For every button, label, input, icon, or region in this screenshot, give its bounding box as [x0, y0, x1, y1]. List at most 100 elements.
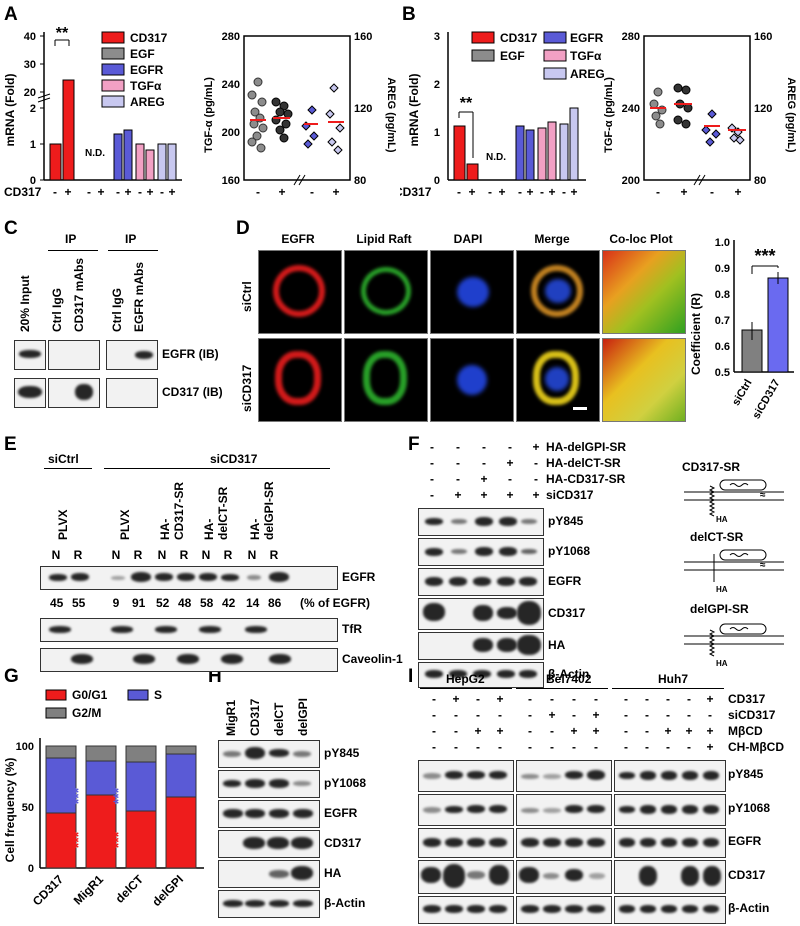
- h-lane-migr1: MigR1: [224, 700, 238, 736]
- svg-text:+: +: [168, 185, 175, 199]
- panel-b-legend: CD317 EGF EGFR TGFα AREG: [471, 31, 605, 81]
- svg-text:TGFα: TGFα: [570, 49, 602, 63]
- i-blot-hepg2-py845: [418, 760, 514, 792]
- i-sign: -: [572, 740, 576, 754]
- a-bar-tgfa-minus: [135, 143, 145, 181]
- a-ytick-30: 30: [24, 59, 36, 71]
- svg-text:siCD317: siCD317: [750, 378, 782, 422]
- i-sign: -: [476, 692, 480, 706]
- svg-text:3: 3: [434, 31, 440, 43]
- svg-text:G0/G1: G0/G1: [72, 688, 108, 702]
- svg-text:S: S: [154, 688, 162, 702]
- f-blot-cd317: [418, 598, 544, 630]
- i-sign: -: [645, 740, 649, 754]
- svg-text:Cell frequency (%): Cell frequency (%): [3, 758, 17, 863]
- i-cond-cd317: CD317: [728, 692, 766, 706]
- a-bar-cd317-plus: [62, 79, 75, 181]
- h-row-ha: HA: [324, 866, 342, 880]
- h-blot-ha: [218, 860, 320, 888]
- d-col-raft: Lipid Raft: [356, 232, 412, 246]
- svg-text:HA: HA: [716, 659, 728, 668]
- svg-text:***: ***: [110, 831, 126, 848]
- f-schematic-delct-label: delCT-SR: [690, 530, 744, 544]
- d-img-merge-2: [516, 338, 600, 422]
- h-blot-py1068: [218, 770, 320, 798]
- f-cond-cd317: HA-CD317-SR: [546, 472, 626, 486]
- svg-text:AREG: AREG: [570, 67, 605, 81]
- i-sign: -: [645, 724, 649, 738]
- i-sign: +: [548, 708, 556, 722]
- c-blot-cd317-input: [14, 378, 46, 408]
- f-cond-delgpi: HA-delGPI-SR: [546, 440, 627, 454]
- f-schematic-delct: ≈ HA: [684, 549, 784, 594]
- svg-text:100: 100: [16, 741, 34, 753]
- svg-text:-: -: [518, 185, 522, 199]
- e-group-sictrl: siCtrl: [48, 452, 79, 466]
- d-img-coloc-2: [602, 338, 686, 422]
- svg-text:***: ***: [754, 246, 775, 266]
- i-blot-hepg2-cd317: [418, 860, 514, 894]
- svg-text:***: ***: [110, 787, 126, 804]
- c-row-egfr: EGFR (IB): [162, 347, 219, 361]
- d-row-sicd317: siCD317: [240, 364, 254, 412]
- i-sign: -: [550, 724, 554, 738]
- f-row-py1068: pY1068: [548, 544, 591, 558]
- f-blot-actin: [418, 662, 544, 688]
- c-lane-ctrl-igg-2: Ctrl IgG: [110, 288, 124, 332]
- svg-text:0: 0: [434, 175, 440, 187]
- i-sign: -: [572, 708, 576, 722]
- svg-text:-: -: [310, 185, 314, 199]
- i-sign: -: [572, 692, 576, 706]
- i-row-py1068: pY1068: [728, 801, 771, 815]
- e-construct-delgpi: HA- delGPI-SR: [248, 481, 276, 540]
- i-sign: -: [528, 708, 532, 722]
- i-blot-bel-egfr: [516, 828, 612, 858]
- f-row-cd317: CD317: [548, 606, 586, 620]
- h-blot-py845: [218, 740, 320, 768]
- c-blot-cd317-ip2: [106, 378, 158, 408]
- svg-text:0.9: 0.9: [715, 263, 730, 275]
- e-construct-delct: HA- delCT-SR: [202, 486, 230, 540]
- d-img-egfr-1: [258, 250, 342, 334]
- e-percent-label: (% of EGFR): [300, 596, 370, 610]
- svg-text:240: 240: [222, 79, 240, 91]
- i-sign: -: [528, 692, 532, 706]
- a-ytick-0: 0: [30, 175, 36, 187]
- svg-text:0.5: 0.5: [715, 367, 730, 379]
- svg-text:0: 0: [28, 863, 34, 875]
- svg-text:+: +: [64, 185, 71, 199]
- svg-text:N.D.: N.D.: [486, 152, 506, 163]
- svg-text:+: +: [734, 185, 741, 199]
- svg-text:0.7: 0.7: [715, 315, 730, 327]
- c-ip-1: IP: [65, 232, 77, 246]
- svg-text:+: +: [468, 185, 475, 199]
- a-ytick-40: 40: [24, 31, 36, 43]
- e-construct-plvx-1: PLVX: [56, 509, 70, 540]
- panel-letter-e: E: [4, 434, 17, 455]
- i-row-actin: β-Actin: [728, 901, 770, 915]
- a-significance: **: [56, 25, 69, 42]
- panel-letter-f: F: [408, 434, 420, 455]
- svg-text:siCtrl: siCtrl: [730, 378, 754, 408]
- i-blot-bel-py845: [516, 760, 612, 792]
- svg-text:+: +: [332, 185, 339, 199]
- i-sign: -: [666, 692, 670, 706]
- svg-text:2: 2: [434, 79, 440, 91]
- i-sign: -: [454, 724, 458, 738]
- svg-text:MigR1: MigR1: [71, 872, 107, 908]
- i-sign: -: [624, 724, 628, 738]
- i-sign: +: [664, 724, 672, 738]
- h-blot-egfr: [218, 800, 320, 828]
- i-sign: -: [528, 724, 532, 738]
- svg-text:-: -: [256, 185, 260, 199]
- f-blot-py845: [418, 508, 544, 536]
- h-blot-actin: [218, 890, 320, 918]
- d-img-dapi-1: [430, 250, 514, 334]
- i-sign: -: [550, 692, 554, 706]
- svg-text:EGFR: EGFR: [570, 31, 604, 45]
- panel-d-chart: Coefficient (R) 0.5 0.6 0.7 0.8 0.9 1.0 …: [689, 237, 794, 422]
- i-sign: -: [594, 692, 598, 706]
- svg-text:CD317: CD317: [130, 31, 168, 45]
- svg-text:HA: HA: [716, 585, 728, 594]
- e-group-sicd317: siCD317: [210, 452, 258, 466]
